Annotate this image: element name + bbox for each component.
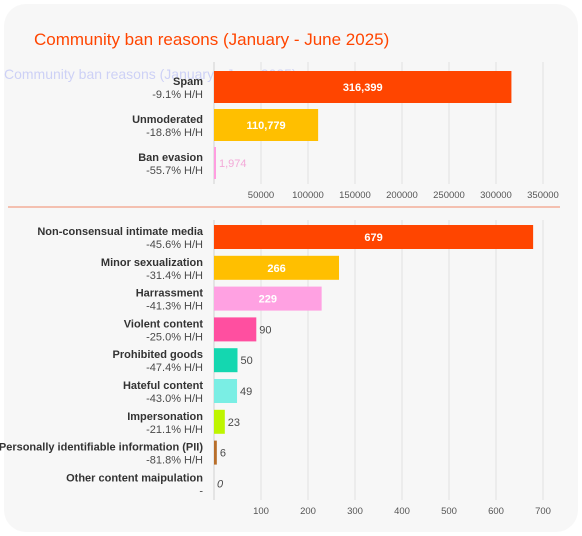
category-label: Personally identifiable information (PII… (0, 442, 203, 454)
x-tick-label: 200000 (386, 190, 418, 201)
x-tick-label: 250000 (433, 190, 465, 201)
category-change: -31.4% H/H (146, 270, 203, 282)
category-change: -41.3% H/H (146, 301, 203, 313)
bar-value-label: 679 (364, 232, 382, 244)
category-change: - (199, 485, 203, 497)
bar-value-label: 229 (259, 294, 277, 306)
category-label: Ban evasion (138, 152, 203, 164)
category-label: Other content maipulation (66, 472, 203, 484)
bar (214, 440, 217, 465)
bar-value-label: 1,974 (219, 158, 247, 170)
category-label: Impersonation (127, 411, 203, 423)
bar-value-label: 6 (220, 448, 226, 460)
x-tick-label: 300 (347, 506, 363, 517)
category-change: -18.8% H/H (146, 127, 203, 139)
category-label: Hateful content (123, 380, 203, 392)
bar-value-label: 316,399 (343, 82, 383, 94)
category-change: -9.1% H/H (152, 89, 203, 101)
bar-value-label: 49 (240, 386, 252, 398)
category-change: -45.6% H/H (146, 239, 203, 251)
bar (214, 348, 238, 373)
category-change: -55.7% H/H (146, 165, 203, 177)
bar (214, 409, 225, 434)
x-tick-label: 150000 (339, 190, 371, 201)
x-tick-label: 200 (300, 506, 316, 517)
bar (214, 286, 322, 311)
bar (214, 225, 534, 249)
x-tick-label: 600 (488, 506, 504, 517)
x-tick-label: 100 (253, 506, 269, 517)
bar (214, 379, 238, 403)
bar-value-label: 50 (241, 355, 253, 367)
bar (214, 317, 257, 342)
x-tick-label: 700 (535, 506, 551, 517)
bar-value-label: 266 (267, 263, 285, 275)
x-tick-label: 500 (441, 506, 457, 517)
chart-title: Community ban reasons (January - June 20… (34, 30, 390, 49)
bar-value-label: 90 (259, 324, 271, 336)
category-label: Violent content (124, 318, 204, 330)
x-tick-label: 400 (394, 506, 410, 517)
category-label: Non-consensual intimate media (37, 226, 204, 238)
x-tick-label: 350000 (527, 190, 559, 201)
x-tick-label: 50000 (248, 190, 274, 201)
bar (214, 147, 216, 179)
x-tick-label: 100000 (292, 190, 324, 201)
category-change: -43.0% H/H (146, 393, 203, 405)
category-label: Prohibited goods (113, 349, 203, 361)
category-change: -81.8% H/H (146, 455, 203, 467)
category-label: Harrassment (136, 288, 204, 300)
category-label: Minor sexualization (101, 257, 203, 269)
category-change: -25.0% H/H (146, 331, 203, 343)
bar-value-label: 110,779 (246, 120, 285, 132)
category-label: Spam (173, 76, 203, 88)
bar (214, 109, 319, 141)
category-label: Unmoderated (132, 114, 203, 126)
bar (214, 71, 512, 103)
bar-value-label: 23 (228, 417, 240, 429)
bar-value-label: 0 (217, 478, 224, 490)
category-change: -21.1% H/H (146, 424, 203, 436)
category-change: -47.4% H/H (146, 362, 203, 374)
x-tick-label: 300000 (480, 190, 512, 201)
bar (214, 255, 340, 280)
